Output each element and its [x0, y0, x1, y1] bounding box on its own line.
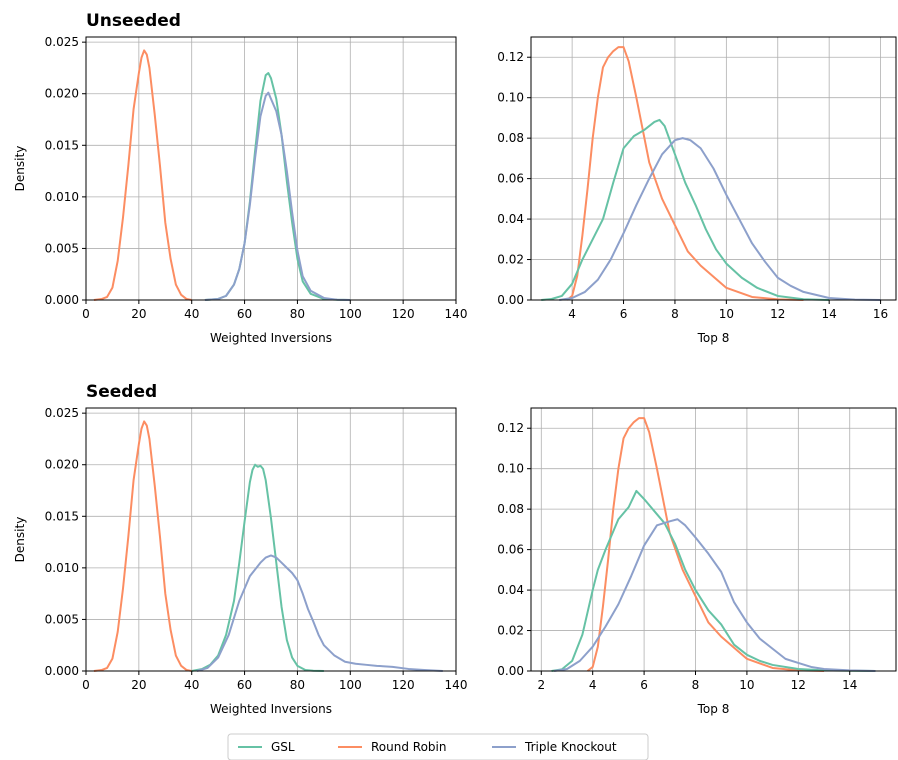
- legend-label-gsl: GSL: [271, 740, 295, 754]
- x-tick-label: 140: [445, 678, 468, 692]
- series-line-round-robin: [566, 46, 804, 301]
- legend-frame: [227, 733, 649, 760]
- series-line-gsl: [551, 489, 876, 672]
- y-tick-label: 0.025: [45, 406, 79, 420]
- y-tick-label: 0.010: [45, 190, 79, 204]
- x-tick-label: 60: [237, 307, 252, 321]
- x-tick-label: 80: [290, 307, 305, 321]
- y-tick-label: 0.02: [497, 253, 524, 267]
- y-tick-label: 0.10: [497, 91, 524, 105]
- chart-panel-4: 2 4 6 8 10 12 14 0.00 0.02 0.04 0.06 0.08 0.10 0.12 To…: [497, 407, 897, 716]
- y-tick-label: 0.00: [497, 293, 524, 307]
- x-axis-label: Weighted Inversions: [210, 702, 332, 716]
- series-line-triple-knockout: [553, 518, 876, 672]
- x-tick-label: 100: [339, 678, 362, 692]
- x-tick-label: 4: [568, 307, 576, 321]
- chart-panel-3: 0 20 40 60 80 100 120 140 0.000 0.005 0.010 0.015 0.…: [13, 382, 467, 716]
- x-tick-label: 14: [822, 307, 837, 321]
- series-line-triple-knockout: [204, 91, 351, 301]
- x-axis-label: Weighted Inversions: [210, 331, 332, 345]
- x-tick-label: 10: [739, 678, 754, 692]
- y-tick-label: 0.000: [45, 664, 79, 678]
- x-tick-label: 12: [770, 307, 785, 321]
- y-tick-label: 0.015: [45, 509, 79, 523]
- y-tick-label: 0.010: [45, 561, 79, 575]
- y-tick-label: 0.00: [497, 664, 524, 678]
- axes-frame: [530, 407, 897, 672]
- x-tick-label: 140: [445, 307, 468, 321]
- x-tick-label: 6: [640, 678, 648, 692]
- y-tick-label: 0.005: [45, 612, 79, 626]
- panel-title: Unseeded: [86, 11, 181, 31]
- legend-label-round-robin: Round Robin: [371, 740, 446, 754]
- y-tick-label: 0.10: [497, 462, 524, 476]
- y-axis-label: Density: [13, 146, 27, 192]
- x-tick-label: 16: [873, 307, 888, 321]
- series-line-round-robin: [93, 49, 192, 301]
- series-line-gsl: [204, 72, 351, 301]
- y-tick-label: 0.12: [497, 421, 524, 435]
- x-tick-label: 20: [131, 678, 146, 692]
- x-tick-label: 2: [537, 678, 545, 692]
- x-axis-label: Top 8: [697, 331, 730, 345]
- y-tick-label: 0.025: [45, 35, 79, 49]
- x-tick-label: 100: [339, 307, 362, 321]
- chart-panels: 0 20 40 60 80 100 120 1400.0000.0050.0100.0150.…: [13, 11, 897, 716]
- x-tick-label: 10: [719, 307, 734, 321]
- x-tick-label: 4: [589, 678, 597, 692]
- panel-title: Seeded: [86, 382, 157, 402]
- x-axis-label: Top 8: [697, 702, 730, 716]
- series-line-round-robin: [93, 420, 192, 672]
- y-axis-label: Density: [13, 517, 27, 563]
- x-tick-label: 20: [131, 307, 146, 321]
- x-tick-label: 8: [671, 307, 679, 321]
- axes-frame: [85, 407, 457, 672]
- series-line-gsl: [191, 463, 324, 672]
- series-line-triple-knockout: [559, 137, 881, 301]
- x-tick-label: 40: [184, 307, 199, 321]
- y-tick-label: 0.06: [497, 172, 524, 186]
- x-tick-label: 12: [791, 678, 806, 692]
- x-tick-label: 8: [692, 678, 700, 692]
- y-tick-label: 0.06: [497, 543, 524, 557]
- chart-panel-2: 4 6 8 10 12 14 16 0.00 0.02 0.04 0.06 0.08 0.10 0.12 T…: [497, 36, 897, 345]
- x-tick-label: 0: [82, 307, 90, 321]
- y-tick-label: 0.000: [45, 293, 79, 307]
- y-tick-label: 0.04: [497, 212, 524, 226]
- legend: GSL Round Robin Triple Knockout: [227, 733, 649, 760]
- y-tick-label: 0.020: [45, 458, 79, 472]
- legend-label-triple-knockout: Triple Knockout: [524, 740, 617, 754]
- y-tick-label: 0.020: [45, 87, 79, 101]
- x-tick-label: 40: [184, 678, 199, 692]
- y-tick-label: 0.005: [45, 241, 79, 255]
- axes-frame: [85, 36, 457, 301]
- x-tick-label: 80: [290, 678, 305, 692]
- series-line-triple-knockout: [196, 554, 443, 672]
- y-tick-label: 0.12: [497, 50, 524, 64]
- series-line-round-robin: [586, 417, 825, 672]
- y-tick-label: 0.02: [497, 624, 524, 638]
- axes-frame: [530, 36, 897, 301]
- x-tick-label: 120: [392, 307, 415, 321]
- series-line-gsl: [541, 118, 830, 301]
- x-tick-label: 0: [82, 678, 90, 692]
- y-tick-label: 0.08: [497, 502, 524, 516]
- x-tick-label: 14: [842, 678, 857, 692]
- y-tick-label: 0.04: [497, 583, 524, 597]
- x-tick-label: 60: [237, 678, 252, 692]
- y-tick-label: 0.015: [45, 138, 79, 152]
- y-tick-label: 0.08: [497, 131, 524, 145]
- x-tick-label: 6: [620, 307, 628, 321]
- chart-panel-1: 0 20 40 60 80 100 120 140 0.000 0.005 0.010 0.015 0.…: [13, 11, 467, 345]
- x-tick-label: 120: [392, 678, 415, 692]
